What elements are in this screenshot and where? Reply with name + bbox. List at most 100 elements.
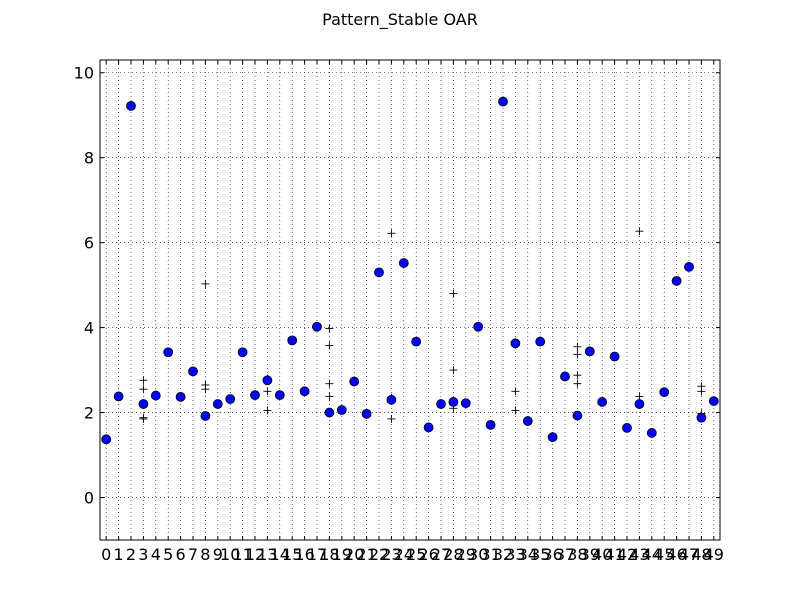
plus-marker xyxy=(573,350,582,359)
data-point xyxy=(560,371,570,382)
data-point xyxy=(398,258,409,268)
data-point xyxy=(262,375,273,386)
data-point xyxy=(696,412,707,423)
data-point xyxy=(188,366,198,377)
x-tick-label: 42 xyxy=(617,545,637,564)
data-point xyxy=(473,321,484,332)
data-point xyxy=(113,391,124,402)
x-tick-label: 36 xyxy=(542,545,562,564)
plus-marker xyxy=(139,413,148,422)
data-point xyxy=(225,394,236,404)
plus-marker xyxy=(263,406,272,415)
x-tick-label: 12 xyxy=(245,545,265,564)
x-tick-label: 26 xyxy=(418,545,438,564)
data-point xyxy=(485,419,496,430)
data-point xyxy=(572,410,583,421)
x-tick-label: 46 xyxy=(666,545,686,564)
plus-marker xyxy=(325,379,334,388)
chart-title: Pattern_Stable OAR xyxy=(322,10,478,29)
data-point xyxy=(101,434,112,445)
data-point xyxy=(274,390,285,401)
data-point xyxy=(584,346,595,357)
y-tick-label: 6 xyxy=(84,234,94,253)
plus-marker xyxy=(573,379,582,388)
data-point xyxy=(684,261,694,272)
data-point xyxy=(374,267,384,278)
plus-marker xyxy=(697,387,706,396)
plus-marker xyxy=(139,376,148,385)
data-point xyxy=(138,399,149,409)
data-marks xyxy=(101,96,719,445)
data-point xyxy=(312,321,322,332)
data-point xyxy=(547,432,558,443)
plus-marker xyxy=(263,387,272,396)
x-tick-label: 17 xyxy=(307,545,327,564)
plus-marker xyxy=(635,227,644,236)
x-tick-label: 48 xyxy=(691,545,711,564)
plot-frame xyxy=(99,59,721,541)
x-tick-label: 31 xyxy=(480,545,500,564)
data-point xyxy=(287,335,298,346)
data-point xyxy=(237,347,248,358)
x-tick-label: 35 xyxy=(530,545,550,564)
data-point xyxy=(324,407,335,418)
data-point xyxy=(708,396,719,406)
x-tick-label: 20 xyxy=(344,545,364,564)
data-point xyxy=(299,386,310,397)
tick-labels: 0 1 2 3 4 5 6 7 8 9101112131415161718192021222324… xyxy=(74,64,724,564)
data-point xyxy=(163,347,174,358)
x-tick-label: 40 xyxy=(592,545,612,564)
x-tick-label: 43 xyxy=(629,545,649,564)
data-point xyxy=(436,399,446,409)
plus-marker xyxy=(139,385,148,394)
x-tick-label: 49 xyxy=(704,545,724,564)
x-tick-label: 2 xyxy=(126,545,136,564)
data-point xyxy=(671,275,682,286)
y-tick-label: 0 xyxy=(84,489,94,508)
plus-marker xyxy=(201,385,210,394)
x-tick-label: 15 xyxy=(282,545,302,564)
data-point xyxy=(349,376,360,387)
data-point xyxy=(460,398,471,409)
x-tick-label: 23 xyxy=(381,545,401,564)
x-tick-label: 1 xyxy=(114,545,124,564)
plus-marker xyxy=(325,392,334,401)
x-tick-label: 4 xyxy=(151,545,161,564)
data-point xyxy=(646,428,657,438)
x-tick-label: 47 xyxy=(679,545,699,564)
x-tick-label: 7 xyxy=(188,545,198,564)
plus-marker xyxy=(635,392,644,401)
x-tick-label: 9 xyxy=(213,545,223,564)
x-tick-label: 10 xyxy=(220,545,240,564)
x-tick-label: 44 xyxy=(642,545,662,564)
data-point xyxy=(150,390,161,401)
x-tick-label: 19 xyxy=(332,545,352,564)
axis-ticks xyxy=(100,60,720,540)
plus-marker xyxy=(325,341,334,350)
plus-marker xyxy=(573,342,582,351)
data-point xyxy=(510,338,521,349)
x-tick-label: 0 xyxy=(101,545,111,564)
x-tick-label: 6 xyxy=(176,545,186,564)
x-tick-label: 29 xyxy=(456,545,476,564)
x-tick-label: 28 xyxy=(443,545,463,564)
x-tick-label: 3 xyxy=(138,545,148,564)
plus-marker xyxy=(511,406,520,415)
x-tick-label: 41 xyxy=(604,545,624,564)
plus-marker xyxy=(201,279,210,288)
data-point xyxy=(423,422,434,433)
data-point xyxy=(622,422,632,433)
x-tick-label: 27 xyxy=(431,545,451,564)
data-point xyxy=(126,100,136,111)
data-point xyxy=(361,408,372,419)
y-tick-label: 4 xyxy=(84,319,94,338)
plus-marker xyxy=(511,387,520,396)
x-tick-label: 8 xyxy=(200,545,210,564)
x-tick-label: 24 xyxy=(394,545,414,564)
x-tick-label: 25 xyxy=(406,545,426,564)
x-tick-label: 32 xyxy=(493,545,513,564)
data-point xyxy=(634,399,645,409)
x-tick-label: 37 xyxy=(555,545,575,564)
grid-lines xyxy=(100,60,720,540)
plus-marker xyxy=(449,289,458,298)
